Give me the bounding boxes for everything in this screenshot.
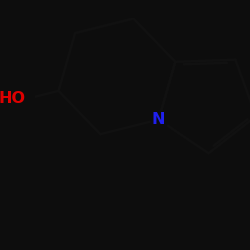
Text: HO: HO: [0, 92, 25, 106]
Text: N: N: [152, 112, 166, 127]
